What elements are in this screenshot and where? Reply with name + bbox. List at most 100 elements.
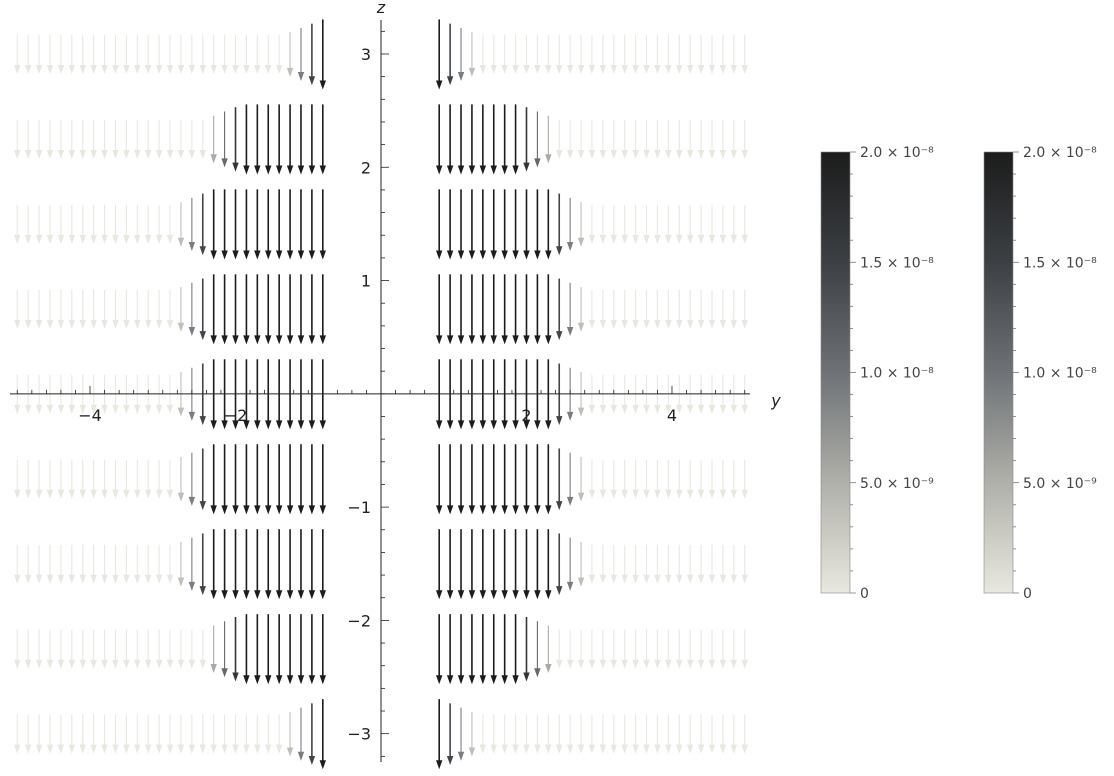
field-arrow [697,289,705,329]
arrow-head [134,64,141,74]
field-arrow [14,714,21,754]
field-arrow [57,714,65,754]
field-arrow [221,111,228,168]
field-arrow [14,204,21,244]
x-axis-label: y [770,391,781,410]
field-arrow [221,529,228,600]
arrow-head [501,335,508,345]
field-arrow [577,541,585,587]
arrow-head [479,505,487,515]
field-arrow [177,372,185,417]
field-arrow [446,189,454,260]
arrow-head [610,234,617,244]
arrow-head [145,574,152,584]
field-arrow [199,363,206,426]
arrow-head [145,64,152,74]
arrow-head [566,241,574,251]
colorbar-tick-label: 0 [860,586,869,602]
arrow-head [35,574,43,584]
field-arrow [79,34,86,74]
arrow-head [577,64,585,74]
field-arrow [468,614,476,685]
field-arrow [468,359,476,430]
arrow-head [68,404,76,414]
arrow-head [479,590,487,600]
field-arrow [123,629,130,669]
field-arrow [254,189,261,260]
field-arrow [654,289,661,329]
arrow-head [199,586,206,596]
field-arrow [719,459,727,499]
field-arrow [446,23,454,86]
arrow-head [188,326,196,336]
field-arrow [599,204,607,244]
arrow-head [46,64,54,74]
arrow-head [210,505,217,515]
field-arrow [534,529,541,600]
field-arrow [632,544,639,584]
arrow-head [577,577,585,587]
arrow-head [308,250,316,260]
field-arrow [24,629,32,669]
field-arrow [697,629,705,669]
field-arrow [566,452,574,506]
arrow-head [24,149,32,159]
field-arrow [479,34,487,74]
field-arrow [534,714,541,754]
field-arrow [177,541,185,587]
arrow-head [319,590,327,600]
arrow-head [588,149,596,159]
field-arrow [297,529,305,600]
arrow-head [24,404,32,414]
arrow-head [665,319,672,329]
arrow-head [610,744,617,754]
field-arrow [566,714,574,754]
field-arrow [523,444,530,515]
arrow-head [199,744,206,754]
field-arrow [199,278,206,341]
field-arrow [145,204,152,244]
arrow-head [708,744,716,754]
field-arrow [166,289,174,329]
arrow-head [599,744,607,754]
field-arrow [719,119,727,159]
field-arrow [435,104,443,175]
field-arrow [468,274,476,345]
field-arrow [188,119,196,159]
field-arrow [24,544,32,584]
field-arrow [24,289,32,329]
colorbar-gradient [820,151,851,594]
arrow-head [588,659,596,669]
arrow-head [599,659,607,669]
arrow-head [177,492,185,502]
arrow-head [556,659,563,669]
arrow-head [57,489,65,499]
field-arrow [134,459,141,499]
arrow-head [708,64,716,74]
arrow-head [286,675,294,685]
arrow-head [112,319,119,329]
arrow-head [566,326,574,336]
field-arrow [621,289,628,329]
arrow-head [534,250,541,260]
arrow-head [254,64,261,74]
arrow-head [643,574,650,584]
arrow-head [35,659,43,669]
arrow-head [457,675,465,685]
field-arrow [210,34,217,74]
arrow-head [556,246,563,256]
field-arrow [297,707,305,761]
arrow-head [501,744,508,754]
arrow-head [686,489,694,499]
arrow-head [468,747,476,757]
field-arrow [243,444,250,515]
field-arrow [68,459,76,499]
arrow-head [435,165,443,175]
arrow-head [534,744,541,754]
arrow-head [686,149,694,159]
field-arrow [134,34,141,74]
colorbar: 0 5.0 × 10⁻⁹ 1.0 × 10⁻⁸ 1.5 × 10⁻⁸ 2.0 × 10⁻… [820,145,934,602]
field-arrow [46,544,54,584]
arrow-head [90,64,97,74]
arrow-head [155,319,163,329]
